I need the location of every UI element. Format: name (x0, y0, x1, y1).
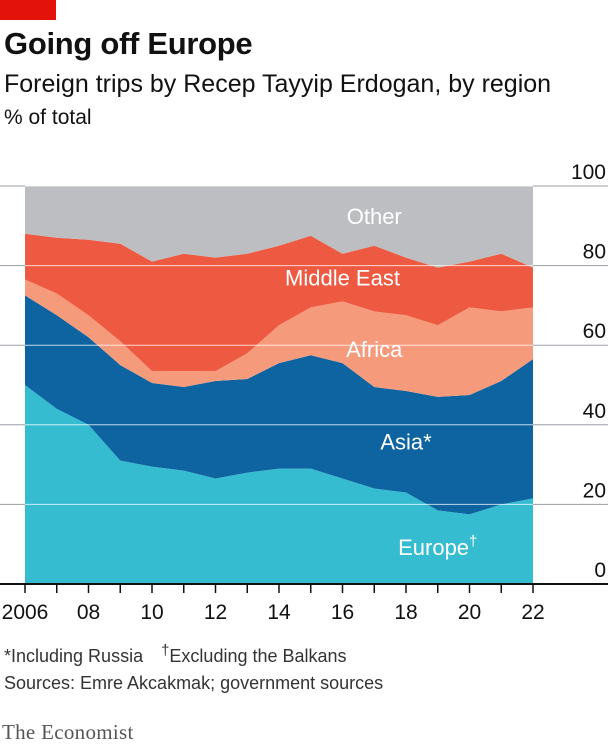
series-label-other: Other (347, 204, 402, 229)
europe-footnote: Excluding the Balkans (169, 646, 347, 666)
y-tick-label-80: 80 (583, 241, 606, 264)
x-tick-label-2022: 22 (521, 601, 544, 624)
y-tick-label-60: 60 (583, 320, 606, 343)
x-tick-label-2006: 2006 (2, 601, 49, 624)
sources-note: Sources: Emre Akcakmak; government sourc… (4, 673, 384, 693)
x-axis: 2006 08 10 12 14 16 18 20 22 (0, 583, 608, 624)
area-europe (25, 385, 533, 584)
x-tick-label-2016: 16 (331, 601, 354, 624)
y-axis-labels: 0 20 40 60 80 100 (571, 161, 606, 582)
x-tick-label-2012: 12 (204, 601, 227, 624)
area-layers (25, 186, 533, 584)
series-label-asia: Asia* (380, 430, 432, 455)
footnote-line: *Including Russia †Excluding the Balkans (4, 642, 347, 667)
asia-footnote: *Including Russia (4, 646, 144, 666)
y-tick-label-0: 0 (594, 559, 606, 582)
chart-title: Going off Europe (4, 26, 253, 61)
unit-label: % of total (4, 106, 92, 129)
y-tick-label-20: 20 (583, 479, 606, 502)
x-tick-label-2014: 14 (267, 601, 291, 624)
series-label-europe: Europe† (398, 533, 477, 560)
x-tick-label-2010: 10 (140, 601, 163, 624)
y-tick-label-40: 40 (583, 400, 606, 423)
brand-red-bar (0, 0, 56, 20)
dagger-mark: † (161, 642, 170, 659)
area-asia (25, 295, 533, 515)
series-label-middle_east: Middle East (285, 266, 400, 291)
gridlines (0, 185, 608, 505)
series-label-mark-europe: † (469, 533, 477, 550)
y-tick-label-100: 100 (571, 161, 606, 184)
chart-subtitle: Foreign trips by Recep Tayyip Erdogan, b… (4, 70, 552, 98)
series-labels: Europe† Asia* Africa Middle East Other (285, 204, 477, 560)
stacked-area-chart: 2006 08 10 12 14 16 18 20 22 0 20 40 60 80 100 Europe… (0, 161, 608, 624)
area-other (25, 186, 533, 268)
area-middle_east (25, 233, 533, 372)
brand-logo: The Economist (2, 720, 134, 744)
x-tick-label-2018: 18 (394, 601, 417, 624)
area-africa (25, 279, 533, 397)
x-tick-label-2008: 08 (77, 601, 100, 624)
x-tick-label-2020: 20 (458, 601, 481, 624)
series-label-africa: Africa (346, 337, 403, 362)
